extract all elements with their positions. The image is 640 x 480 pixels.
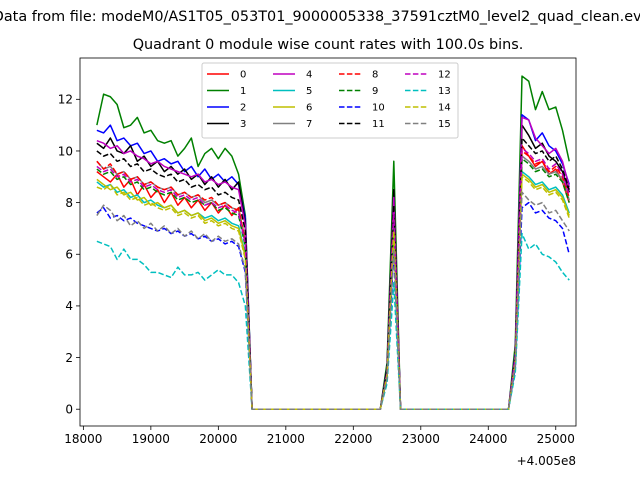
x-tick-label: 23000 [402,432,440,446]
legend-label: 12 [438,70,451,81]
legend-box [201,62,459,139]
y-tick-label: 8 [65,196,73,210]
y-tick-label: 10 [58,144,73,158]
y-tick-label: 6 [65,248,73,262]
legend-label: 10 [372,103,385,114]
plot-frame [79,57,577,427]
y-axis: 0 2 4 6 8 10 12 [58,93,80,417]
x-tick-label: 22000 [334,432,372,446]
series-line-5 [96,170,570,410]
x-tick-label: 24000 [469,432,507,446]
legend-label: 4 [306,70,312,81]
x-offset-label: +4.005e8 [517,454,576,468]
series-line-15 [96,191,570,410]
legend-label: 13 [438,86,451,97]
series-line-13 [96,232,570,410]
x-tick-label: 20000 [199,432,237,446]
series-line-1 [96,75,570,410]
legend-label: 3 [240,119,246,130]
series-line-12 [96,147,570,410]
series-line-8 [96,150,570,410]
legend-label: 6 [306,103,312,114]
x-tick-label: 18000 [64,432,102,446]
series-layer [96,75,570,410]
legend-label: 11 [372,119,385,130]
series-line-11 [96,137,570,410]
series-line-3 [96,124,570,410]
y-tick-label: 0 [65,403,73,417]
y-tick-label: 12 [58,93,73,107]
x-tick-label: 21000 [267,432,305,446]
series-line-4 [96,116,570,410]
series-line-14 [96,176,570,410]
legend-label: 9 [372,86,378,97]
legend-label: 5 [306,86,312,97]
legend-label: 8 [372,70,378,81]
figure-suptitle: Data from file: modeM0/AS1T05_053T01_900… [0,9,640,25]
y-tick-label: 2 [65,351,73,365]
y-tick-label: 4 [65,299,73,313]
legend-label: 0 [240,70,246,81]
legend-label: 7 [306,119,312,130]
legend-label: 14 [438,103,451,114]
x-axis: 18000 19000 20000 21000 22000 23000 24000 25000 [64,426,575,446]
legend-label: 2 [240,103,246,114]
legend-label: 15 [438,119,451,130]
x-tick-label: 25000 [537,432,575,446]
legend-label: 1 [240,86,246,97]
chart-title: Quadrant 0 module wise count rates with … [133,37,524,53]
series-line-10 [96,201,570,410]
series-line-9 [96,157,570,410]
x-tick-label: 19000 [132,432,170,446]
